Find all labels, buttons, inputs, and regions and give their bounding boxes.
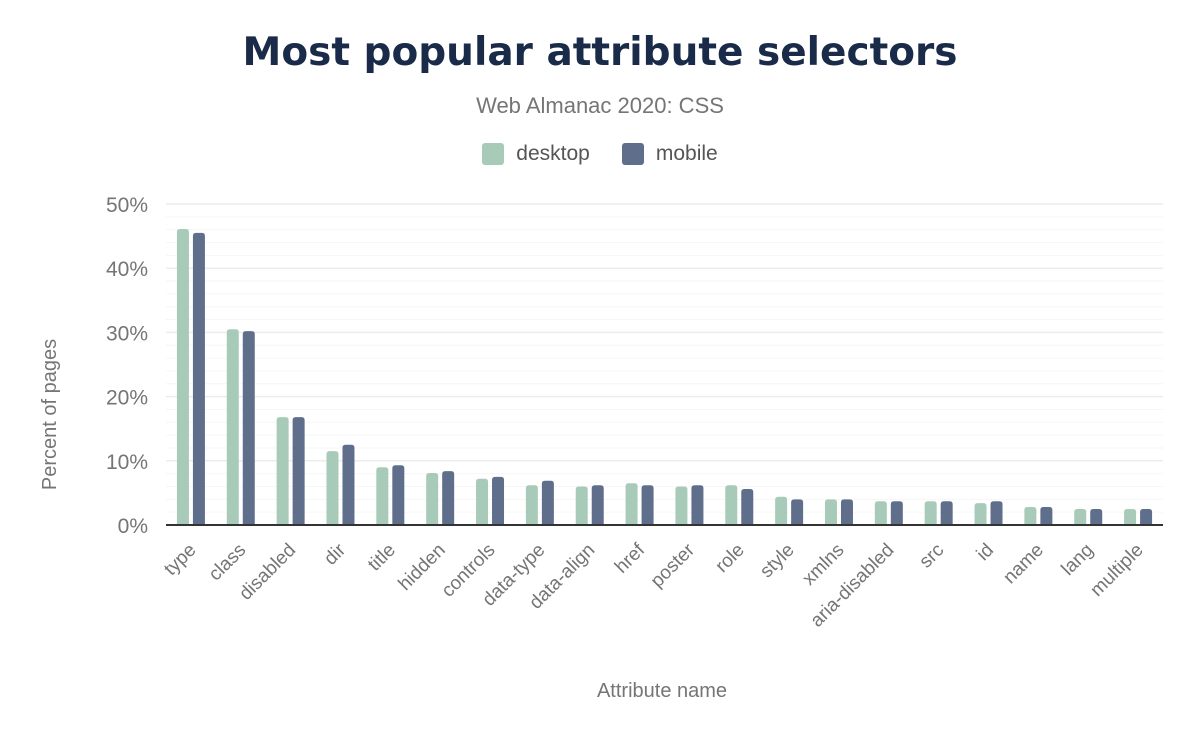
x-tick-label: src (915, 540, 948, 573)
bar-mobile-multiple (1140, 508, 1153, 525)
bar-mobile-src (940, 501, 953, 525)
chart-subtitle: Web Almanac 2020: CSS (476, 93, 724, 118)
x-tick-label: dir (320, 539, 350, 569)
y-tick-label: 50% (106, 194, 148, 217)
y-tick-label: 30% (106, 322, 148, 345)
bar-desktop-name (1024, 507, 1037, 525)
x-tick-label: role (712, 540, 749, 577)
bar-mobile-id (990, 501, 1003, 525)
bar-desktop-id (974, 503, 987, 525)
legend-item-desktop[interactable]: desktop (482, 142, 590, 166)
bar-desktop-disabled (276, 417, 289, 525)
bar-desktop-href (625, 483, 638, 525)
chart-title: Most popular attribute selectors (242, 30, 958, 75)
bar-desktop-poster (675, 486, 688, 525)
legend-label: mobile (655, 142, 718, 165)
x-tick-label: style (756, 540, 798, 582)
bar-desktop-xmlns (824, 499, 837, 525)
bar-desktop-style (775, 496, 788, 525)
bar-mobile-xmlns (840, 499, 853, 525)
bar-desktop-src (924, 501, 937, 525)
bar-mobile-name (1040, 507, 1053, 525)
bar-mobile-hidden (442, 471, 455, 525)
x-tick-label: multiple (1086, 540, 1147, 601)
bar-desktop-class (226, 329, 239, 525)
x-tick-label: title (364, 540, 400, 576)
bar-desktop-aria-disabled (874, 501, 887, 525)
y-tick-label: 0% (118, 515, 148, 538)
bar-mobile-aria-disabled (890, 501, 903, 525)
legend-item-mobile[interactable]: mobile (621, 142, 718, 166)
bar-desktop-data-type (525, 485, 538, 525)
bar-desktop-title (376, 467, 389, 525)
y-tick-label: 20% (106, 387, 148, 410)
legend-swatch (621, 143, 644, 165)
x-tick-label: type (160, 540, 200, 580)
bar-mobile-class (242, 331, 255, 525)
x-axis-title: Attribute name (597, 680, 727, 702)
legend: desktop mobile (0, 142, 1200, 166)
bar-desktop-hidden (426, 472, 439, 525)
bar-desktop-type (176, 229, 189, 525)
bar-desktop-data-align (575, 486, 588, 525)
bar-mobile-href (641, 485, 654, 525)
bar-mobile-dir (342, 444, 355, 525)
bar-mobile-style (791, 499, 804, 525)
legend-label: desktop (516, 142, 590, 165)
bar-mobile-disabled (292, 417, 305, 525)
legend-swatch (482, 143, 505, 165)
y-tick-label: 40% (106, 258, 148, 281)
x-tick-label: class (205, 540, 250, 585)
x-tick-label: id (973, 540, 998, 565)
bar-mobile-type (192, 232, 205, 525)
x-tick-label: poster (647, 539, 700, 592)
bar-mobile-poster (691, 485, 704, 525)
bar-desktop-multiple (1124, 508, 1137, 525)
bar-mobile-lang (1090, 508, 1103, 525)
x-tick-label: name (999, 540, 1047, 588)
bar-desktop-lang (1074, 508, 1087, 525)
bar-desktop-controls (476, 478, 489, 525)
y-tick-label: 10% (106, 451, 148, 474)
bar-mobile-data-align (591, 485, 604, 525)
bar-desktop-dir (326, 451, 339, 525)
y-axis-title: Percent of pages (39, 339, 61, 490)
x-tick-label: lang (1058, 540, 1098, 580)
bar-mobile-title (392, 465, 405, 525)
bar-desktop-role (725, 485, 738, 525)
bar-mobile-data-type (541, 480, 554, 525)
bar-mobile-role (741, 489, 754, 525)
bar-mobile-controls (492, 476, 505, 525)
x-tick-label: href (611, 539, 650, 578)
